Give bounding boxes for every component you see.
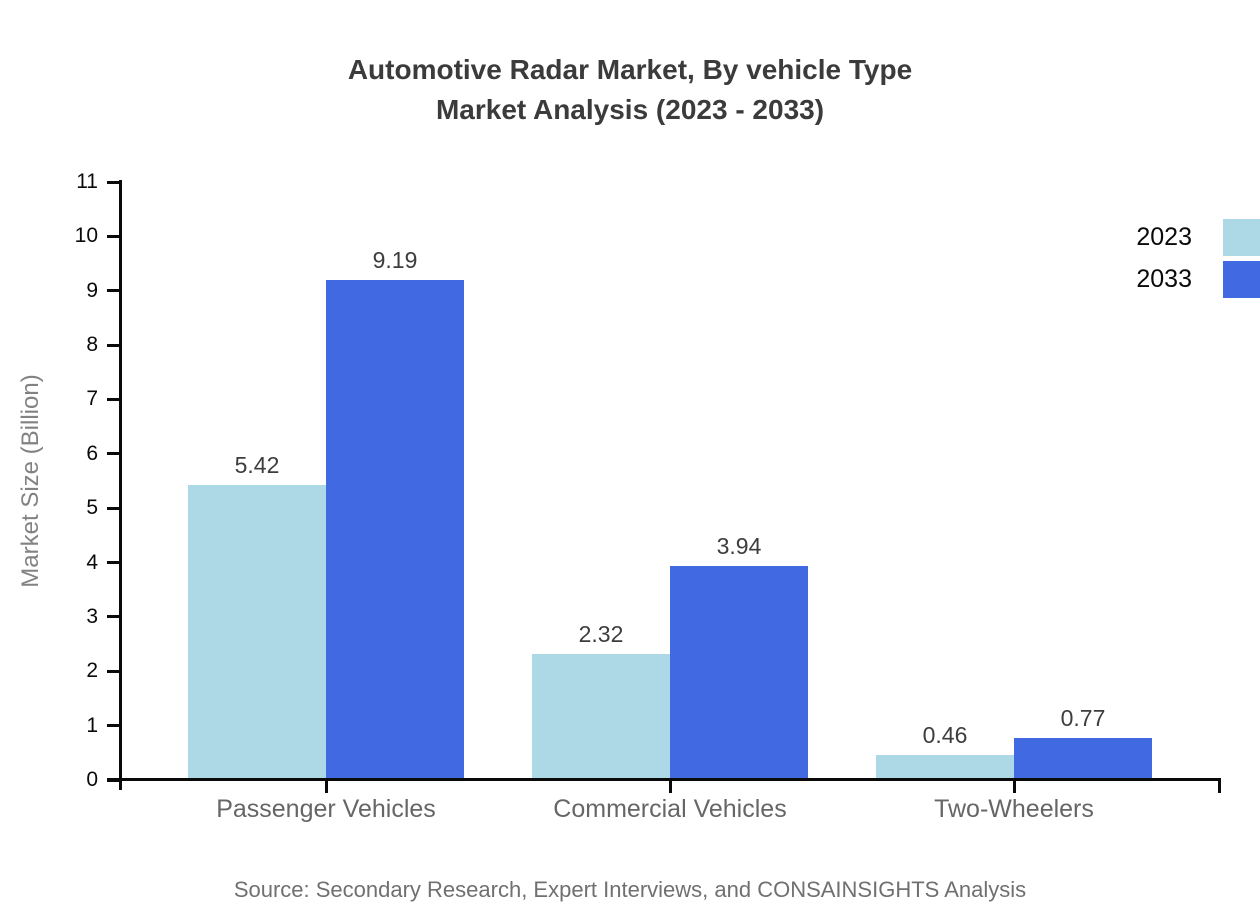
bar-2023-two-wheelers bbox=[876, 754, 1014, 780]
y-tick bbox=[107, 506, 122, 510]
y-tick bbox=[107, 234, 122, 238]
y-tick bbox=[107, 615, 122, 619]
chart-title-line2: Market Analysis (2023 - 2033) bbox=[435, 94, 825, 125]
y-axis-line bbox=[119, 180, 122, 790]
bar-2023-passenger-vehicles bbox=[188, 485, 326, 780]
value-label-2033-two-wheelers: 0.77 bbox=[1060, 705, 1106, 732]
legend-label-2023: 2023 bbox=[1136, 223, 1192, 251]
legend-item-2023: 2023 bbox=[1136, 219, 1260, 256]
value-label-2033-commercial-vehicles: 3.94 bbox=[716, 532, 762, 559]
legend-swatch-2033 bbox=[1223, 261, 1260, 298]
y-tick bbox=[107, 180, 122, 184]
y-tick-label: 6 bbox=[86, 441, 98, 465]
x-axis-line bbox=[107, 778, 1221, 781]
bar-2033-passenger-vehicles bbox=[326, 280, 464, 780]
y-tick-label: 4 bbox=[86, 550, 98, 574]
x-tick bbox=[668, 781, 672, 793]
source-note: Source: Secondary Research, Expert Inter… bbox=[233, 877, 1027, 902]
y-tick-label: 3 bbox=[86, 604, 98, 628]
y-tick-label: 11 bbox=[76, 170, 98, 193]
y-tick-label: 10 bbox=[74, 224, 98, 248]
y-tick bbox=[107, 397, 122, 401]
legend-label-2033: 2033 bbox=[1136, 265, 1192, 293]
legend-item-2033: 2033 bbox=[1136, 261, 1260, 298]
value-label-2033-passenger-vehicles: 9.19 bbox=[372, 247, 418, 274]
value-label-2023-commercial-vehicles: 2.32 bbox=[578, 620, 624, 647]
category-label-passenger-vehicles: Passenger Vehicles bbox=[216, 795, 436, 823]
value-label-2023-passenger-vehicles: 5.42 bbox=[234, 452, 280, 479]
y-tick-label: 8 bbox=[86, 333, 98, 357]
y-tick-label: 5 bbox=[86, 496, 98, 520]
y-tick-label: 9 bbox=[86, 278, 98, 302]
chart-title: Automotive Radar Market, By vehicle Type… bbox=[0, 50, 1260, 130]
legend-swatch-2023 bbox=[1223, 219, 1260, 256]
y-tick-label: 2 bbox=[86, 659, 98, 683]
bar-2023-commercial-vehicles bbox=[532, 653, 670, 780]
y-tick bbox=[107, 561, 122, 565]
y-tick bbox=[107, 289, 122, 293]
y-tick-label: 1 bbox=[86, 713, 98, 737]
y-tick bbox=[107, 724, 122, 728]
y-tick-label: 0 bbox=[86, 768, 98, 791]
legend: 2023 2033 bbox=[1136, 219, 1260, 298]
x-tick bbox=[1012, 781, 1016, 793]
bar-2033-two-wheelers bbox=[1014, 738, 1152, 780]
y-tick-label: 7 bbox=[86, 387, 98, 411]
x-axis-end-tick bbox=[1218, 781, 1221, 793]
category-label-two-wheelers: Two-Wheelers bbox=[934, 795, 1094, 823]
x-tick bbox=[324, 781, 328, 793]
value-label-2023-two-wheelers: 0.46 bbox=[922, 721, 968, 748]
y-tick bbox=[107, 343, 122, 347]
bar-2033-commercial-vehicles bbox=[670, 565, 808, 780]
y-tick bbox=[107, 452, 122, 456]
category-label-commercial-vehicles: Commercial Vehicles bbox=[553, 795, 787, 823]
y-tick bbox=[107, 669, 122, 673]
chart-title-line1: Automotive Radar Market, By vehicle Type bbox=[347, 54, 913, 85]
